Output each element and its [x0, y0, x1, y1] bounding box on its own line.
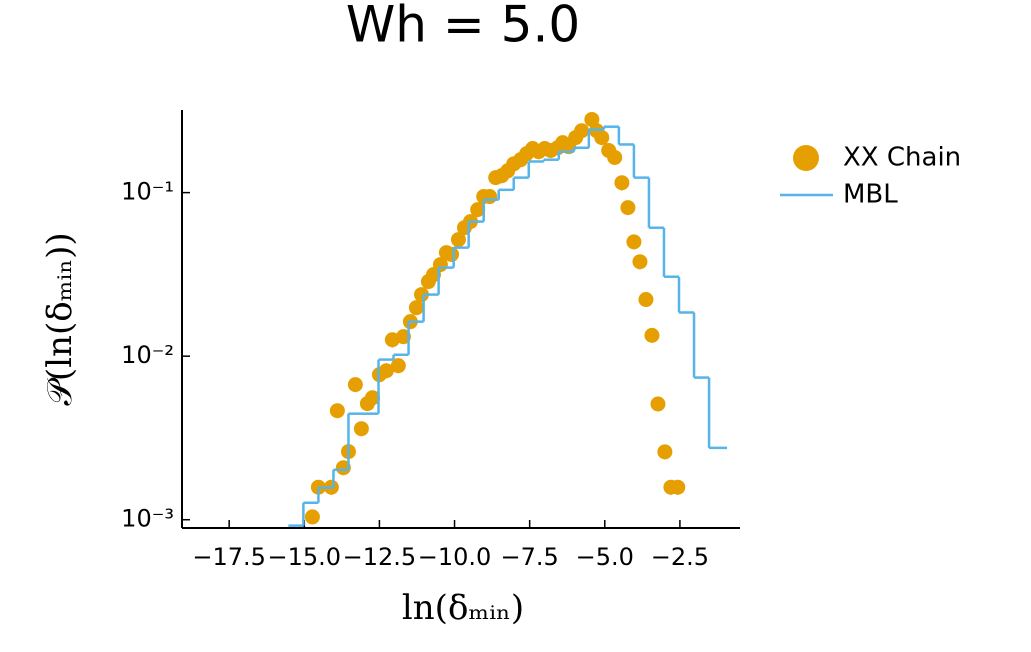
point: [329, 403, 345, 419]
point: [620, 200, 636, 216]
legend-label: XX Chain: [843, 143, 961, 173]
point: [584, 111, 600, 127]
point: [304, 509, 320, 525]
x-tick-label: −5.0: [576, 543, 634, 571]
point: [450, 232, 466, 248]
point: [395, 329, 411, 345]
y-tick-label: 10⁻³: [121, 505, 174, 533]
point: [626, 234, 642, 250]
x-tick-label: −15.0: [268, 543, 342, 571]
point: [638, 292, 654, 308]
y-tick-label: 10⁻¹: [121, 178, 174, 206]
x-tick-label: −12.5: [343, 543, 417, 571]
point: [390, 358, 406, 374]
x-tick-label: −10.0: [418, 543, 492, 571]
point: [408, 300, 424, 316]
x-tick-label: −7.5: [501, 543, 559, 571]
point: [632, 254, 648, 270]
point: [607, 149, 623, 165]
point: [347, 377, 363, 393]
y-axis-title: 𝒫(ln(δₘᵢₙ)): [40, 232, 80, 405]
point: [335, 460, 351, 476]
step-riser: [302, 126, 711, 526]
chart-title: Wh = 5.0: [346, 0, 580, 54]
point: [378, 363, 394, 379]
point: [444, 246, 460, 262]
point: [614, 175, 630, 191]
point: [470, 202, 486, 218]
point: [353, 421, 369, 437]
legend-marker: [793, 145, 819, 171]
point: [657, 444, 673, 460]
legend-label: MBL: [843, 180, 898, 210]
point: [365, 390, 381, 406]
x-tick-label: −2.5: [651, 543, 709, 571]
y-tick-label: 10⁻²: [121, 341, 174, 369]
x-axis-title: ln(δₘᵢₙ): [402, 588, 524, 628]
point: [594, 130, 610, 146]
point: [413, 287, 429, 303]
point: [574, 123, 590, 139]
point: [644, 327, 660, 343]
point: [650, 396, 666, 412]
x-tick-label: −17.5: [192, 543, 266, 571]
point: [670, 479, 686, 495]
